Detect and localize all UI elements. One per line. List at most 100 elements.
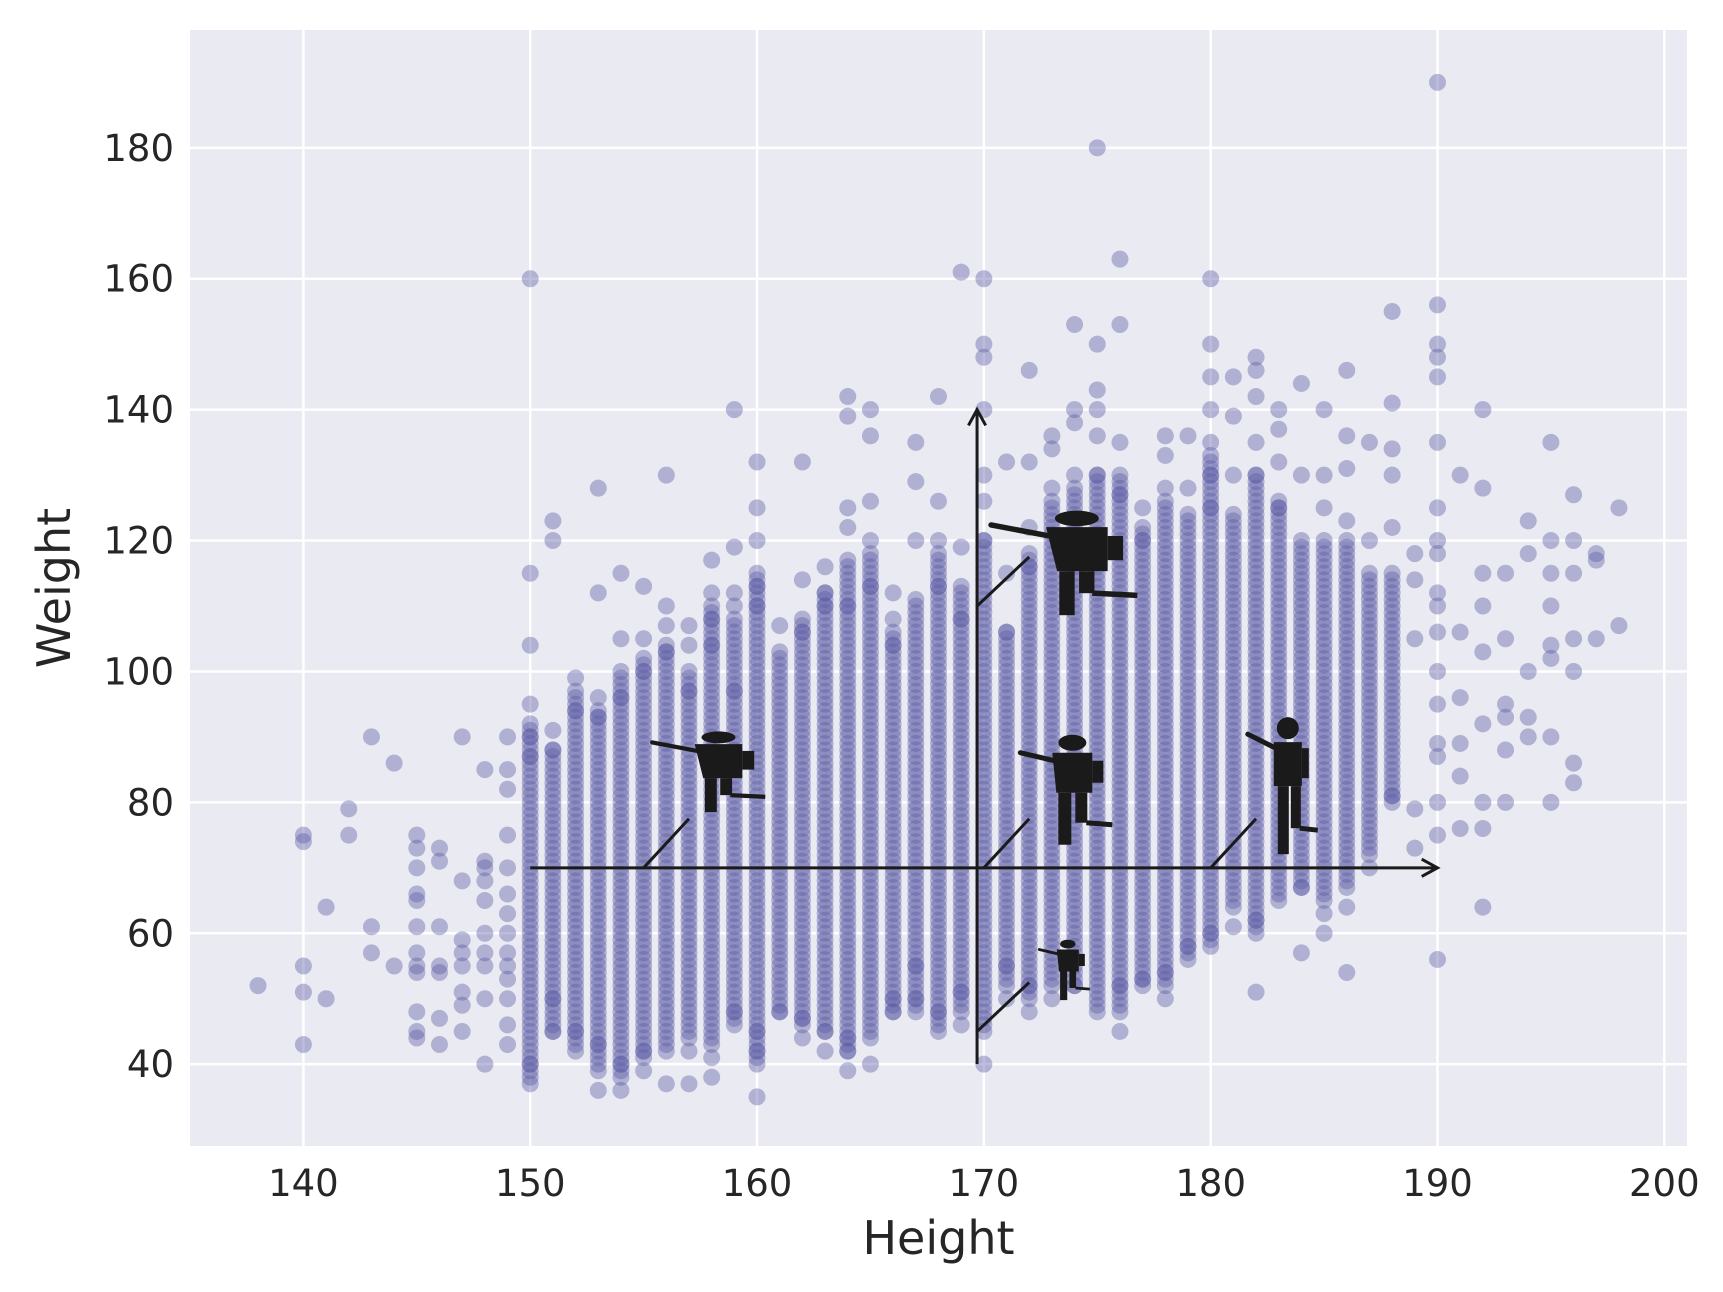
data-point: [680, 1029, 698, 1047]
data-point: [612, 787, 630, 805]
data-point: [1247, 662, 1265, 680]
data-point: [567, 950, 585, 968]
data-point: [680, 996, 698, 1014]
data-point: [930, 630, 947, 648]
data-point: [589, 806, 607, 824]
data-point: [1156, 774, 1174, 792]
data-point: [839, 983, 857, 1001]
data-point: [1111, 820, 1129, 838]
data-point: [1043, 885, 1061, 903]
data-point: [748, 1022, 766, 1040]
data-point: [748, 767, 766, 785]
data-point: [975, 604, 993, 622]
data-point: [1020, 662, 1038, 680]
data-point: [1338, 708, 1356, 726]
data-point: [1134, 623, 1152, 641]
data-point: [748, 990, 766, 1008]
data-point: [1202, 905, 1220, 923]
data-point: [998, 656, 1016, 674]
data-point: [703, 610, 721, 628]
data-point: [861, 702, 879, 720]
data-point: [680, 682, 698, 700]
data-point: [839, 597, 857, 615]
data-point: [952, 878, 970, 896]
data-point: [567, 839, 585, 857]
data-point: [1360, 656, 1378, 674]
data-point: [1247, 499, 1265, 517]
data-point: [1315, 885, 1333, 903]
data-point: [589, 983, 607, 1001]
data-point: [975, 820, 993, 838]
data-point: [930, 990, 947, 1008]
data-point: [861, 806, 879, 824]
torso: [1273, 742, 1302, 787]
data-point: [1224, 532, 1242, 550]
data-point: [657, 911, 675, 929]
data-point: [930, 852, 947, 870]
data-point: [1202, 924, 1220, 942]
data-point: [1202, 780, 1220, 798]
data-point: [544, 937, 562, 955]
data-point: [589, 826, 607, 844]
data-point: [1360, 584, 1378, 602]
data-point: [1292, 558, 1310, 576]
data-point: [680, 852, 698, 870]
data-point: [930, 532, 947, 550]
data-point: [1020, 656, 1038, 674]
data-point: [725, 833, 743, 851]
data-point: [907, 610, 925, 628]
data-point: [884, 636, 902, 654]
data-point: [1043, 662, 1061, 680]
data-point: [748, 532, 766, 550]
data-point: [998, 924, 1016, 942]
data-point: [998, 970, 1016, 988]
data-point: [1111, 977, 1129, 995]
data-point: [839, 610, 857, 628]
data-point: [1134, 898, 1152, 916]
data-point: [975, 662, 993, 680]
data-point: [975, 918, 993, 936]
data-point: [907, 787, 925, 805]
data-point: [431, 852, 448, 870]
data-point: [567, 695, 585, 713]
data-point: [635, 761, 653, 779]
y-tick-label: 180: [103, 127, 174, 170]
data-point: [1247, 767, 1265, 785]
data-point: [748, 597, 766, 615]
data-point: [612, 918, 630, 936]
data-point: [861, 669, 879, 687]
data-point: [1497, 630, 1515, 648]
data-point: [657, 656, 675, 674]
data-point: [1202, 695, 1220, 713]
data-point: [1156, 617, 1174, 635]
data-point: [657, 990, 675, 1008]
data-point: [612, 996, 630, 1014]
data-point: [1156, 492, 1174, 510]
data-point: [1179, 787, 1197, 805]
data-point: [657, 702, 675, 720]
data-point: [1134, 865, 1152, 883]
data-point: [703, 924, 721, 942]
data-point: [680, 708, 698, 726]
data-point: [1020, 780, 1038, 798]
data-point: [1179, 702, 1197, 720]
data-point: [1247, 878, 1265, 896]
diagonal-line: [642, 817, 691, 869]
data-point: [521, 937, 539, 955]
data-point: [1315, 734, 1333, 752]
data-point: [1247, 826, 1265, 844]
data-point: [1043, 584, 1061, 602]
data-point: [839, 761, 857, 779]
data-point: [748, 800, 766, 818]
data-point: [725, 892, 743, 910]
data-point: [816, 905, 834, 923]
data-point: [521, 806, 539, 824]
data-point: [1202, 525, 1220, 543]
data-point: [1134, 826, 1152, 844]
data-point: [861, 643, 879, 661]
data-point: [703, 551, 721, 569]
data-point: [635, 892, 653, 910]
data-point: [1111, 964, 1129, 982]
data-point: [1338, 813, 1356, 831]
data-point: [567, 1009, 585, 1027]
